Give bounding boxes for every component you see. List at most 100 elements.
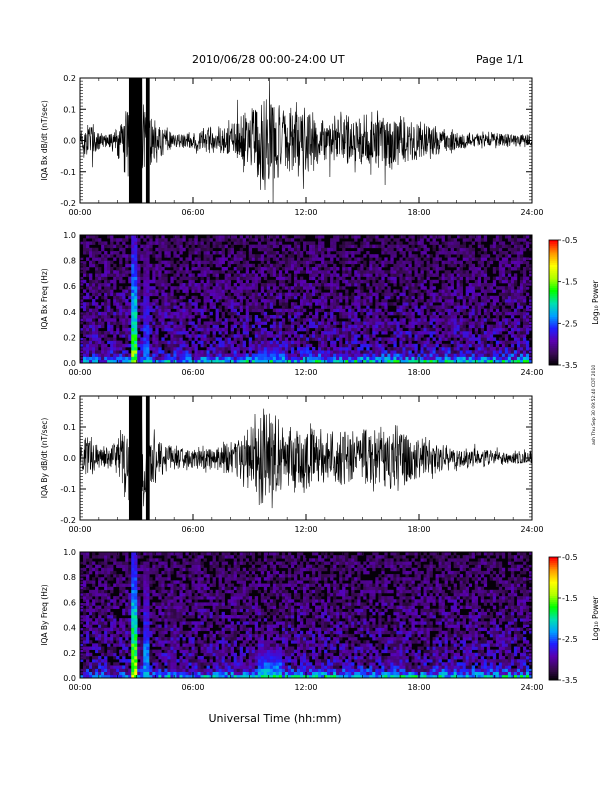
colorbar-step [549, 362, 558, 366]
x-tick-label: 00:00 [68, 208, 91, 217]
colorbar-step [549, 331, 558, 335]
colorbar-step [549, 252, 558, 255]
colorbar-step [549, 645, 558, 648]
colorbar-step [549, 628, 558, 632]
colorbar-label: Log₁₀ Power [591, 279, 600, 324]
x-tick-label: 24:00 [520, 683, 543, 692]
colorbar-step [549, 614, 558, 617]
colorbar-step [549, 616, 558, 619]
colorbar-step [549, 641, 558, 644]
colorbar-step [549, 262, 558, 266]
colorbar-tick-label: -3.5 [562, 676, 578, 685]
y-axis-label: IQA Bx dB/dt (nT/sec) [40, 100, 49, 181]
y-tick-label: 0.6 [63, 282, 76, 291]
colorbar-step [549, 626, 558, 630]
x-tick-label: 18:00 [407, 525, 430, 534]
colorbar-step [549, 655, 558, 658]
x-tick-label: 00:00 [68, 525, 91, 534]
colorbar-step [549, 595, 558, 599]
colorbar-label: Log₁₀ Power [591, 595, 600, 640]
colorbar-step [549, 258, 558, 262]
colorbar-step [549, 612, 558, 615]
panel-2: 1.0 0.8 0.6 0.4 0.2 0.000:00 06:00 12:00 18:00 24… [40, 231, 544, 377]
colorbar-step [549, 647, 558, 650]
colorbar-step [549, 348, 558, 351]
colorbar-step [549, 653, 558, 656]
colorbar-step [549, 663, 558, 667]
colorbar-step [549, 593, 558, 597]
colorbar-step [549, 575, 558, 578]
colorbar-step [549, 254, 558, 258]
colorbar-tick-label: -2.5 [562, 319, 578, 328]
colorbar-step [549, 256, 558, 260]
y-tick-label: 0.2 [63, 74, 76, 83]
colorbar-step [549, 571, 558, 574]
x-tick-label: 24:00 [520, 208, 543, 217]
colorbar-step [549, 279, 558, 283]
colorbar-step [549, 606, 558, 609]
x-axis-label: Universal Time (hh:mm) [209, 712, 342, 725]
x-tick-label: 00:00 [68, 368, 91, 377]
y-tick-label: 1.0 [63, 548, 76, 557]
colorbar-step [549, 246, 558, 249]
x-tick-label: 00:00 [68, 683, 91, 692]
colorbar-step [549, 620, 558, 623]
colorbar-step [549, 244, 558, 247]
colorbar-step [549, 271, 558, 274]
saturated-burst [145, 396, 150, 520]
y-tick-label: 0.2 [63, 333, 76, 342]
colorbar-step [549, 340, 558, 343]
colorbar-step [549, 573, 558, 576]
colorbar-step [549, 661, 558, 664]
colorbar: -0.5 -1.5 -2.5 -3.5 Log₁₀ Power [548, 236, 600, 370]
colorbar-step [549, 583, 558, 587]
colorbar-step [549, 298, 558, 301]
panel-3: 0.2 0.1 0.0 -0.1 -0.200:00 06:00 12:00 18:00 24:… [40, 392, 544, 534]
colorbar-step [549, 310, 558, 314]
colorbar-step [549, 248, 558, 251]
spectrogram-cells [80, 235, 533, 364]
saturated-burst [145, 78, 150, 203]
colorbar-step [549, 292, 558, 295]
y-tick-label: 0.1 [63, 105, 76, 114]
colorbar-step [549, 281, 558, 285]
colorbar-step [549, 267, 558, 270]
colorbar-step [549, 557, 558, 560]
colorbar-step [549, 659, 558, 662]
colorbar-step [549, 665, 558, 669]
colorbar-step [549, 618, 558, 621]
saturated-burst [128, 78, 143, 203]
colorbar-step [549, 277, 558, 280]
y-tick-label: -0.1 [60, 485, 76, 494]
x-tick-label: 18:00 [407, 683, 430, 692]
colorbar-step [549, 290, 558, 293]
y-axis-label: IQA Bx Freq (Hz) [40, 268, 49, 330]
colorbar-step [549, 302, 558, 305]
colorbar-step [549, 673, 558, 677]
colorbar-step [549, 569, 558, 572]
colorbar-step [549, 356, 558, 360]
colorbar-step [549, 294, 558, 297]
colorbar-step [549, 242, 558, 245]
y-tick-label: 0.0 [63, 359, 76, 368]
colorbar-step [549, 358, 558, 362]
colorbar-step [549, 598, 558, 601]
colorbar-tick-label: -0.5 [562, 236, 578, 245]
colorbar-step [549, 306, 558, 310]
y-tick-label: 1.0 [63, 231, 76, 240]
colorbar-step [549, 602, 558, 605]
x-tick-label: 18:00 [407, 208, 430, 217]
colorbar-step [549, 622, 558, 626]
colorbar-tick-label: -1.5 [562, 278, 578, 287]
colorbar-step [549, 643, 558, 646]
colorbar-step [549, 265, 558, 268]
colorbar-step [549, 273, 558, 276]
x-tick-label: 06:00 [181, 683, 204, 692]
colorbar-step [549, 657, 558, 660]
colorbar-step [549, 600, 558, 603]
colorbar-step [549, 677, 558, 681]
colorbar-step [549, 329, 558, 333]
colorbar-step [549, 610, 558, 613]
y-tick-label: 0.8 [63, 573, 76, 582]
